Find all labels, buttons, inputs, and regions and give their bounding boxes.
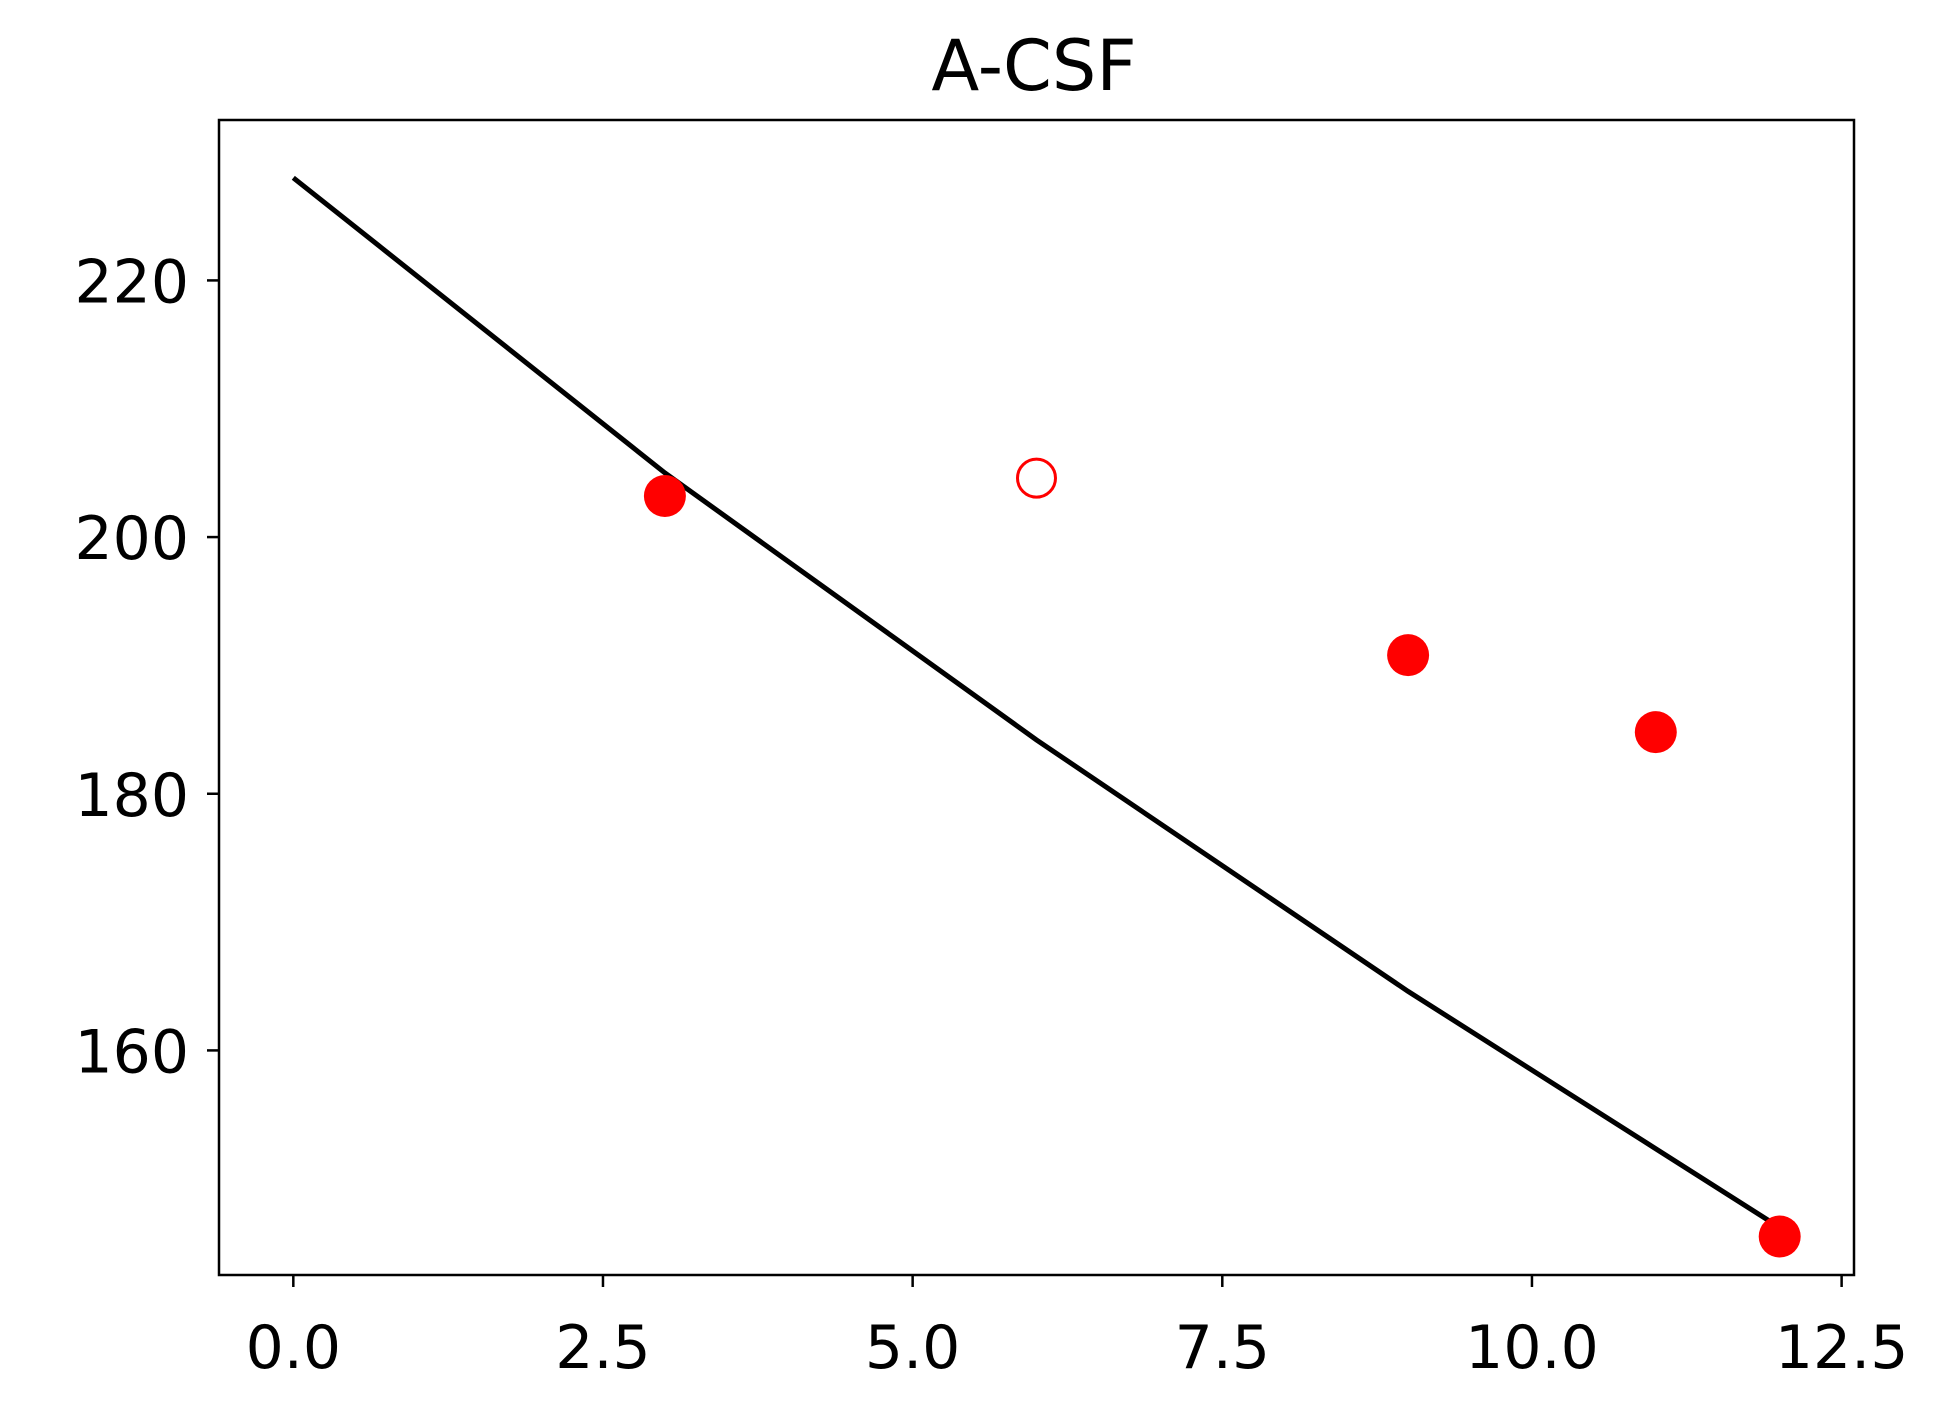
y-tick-label: 180 — [74, 761, 189, 831]
axes: 0.0 2.5 5.0 7.5 10.0 12.5 160 180 200 220 — [74, 247, 1908, 1383]
axes-frame — [217, 118, 1856, 1277]
y-tick-label: 160 — [74, 1017, 189, 1087]
y-tick-label: 220 — [74, 247, 189, 317]
trend-line — [291, 175, 1782, 1230]
x-tick-label: 0.0 — [246, 1313, 341, 1383]
data-point — [1758, 1215, 1801, 1258]
y-tick-label: 200 — [74, 504, 189, 574]
data-point — [643, 475, 686, 517]
data-point — [1634, 711, 1677, 754]
x-tick-label: 10.0 — [1465, 1313, 1599, 1383]
chart-title: A-CSF — [931, 25, 1136, 107]
x-tick-label: 7.5 — [1175, 1313, 1270, 1383]
hollow-data-point — [1016, 457, 1057, 499]
data-point — [1387, 634, 1430, 677]
plot-area — [291, 175, 1801, 1258]
x-tick-label: 2.5 — [555, 1313, 650, 1383]
x-tick-label: 5.0 — [865, 1313, 960, 1383]
x-tick-label: 12.5 — [1775, 1313, 1909, 1383]
